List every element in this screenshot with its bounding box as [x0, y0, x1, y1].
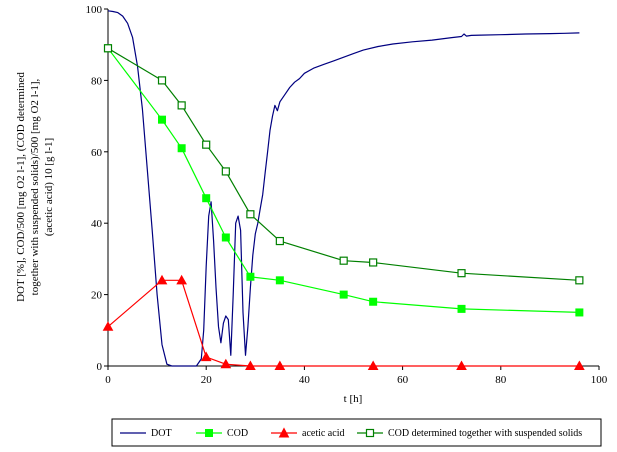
x-tick-label: 40: [299, 374, 311, 386]
legend-marker-acetic-acid: [278, 427, 290, 438]
plot-area: [108, 9, 599, 366]
point-cod: [339, 290, 348, 299]
point-acetic-acid: [367, 360, 379, 370]
legend-label-acetic-acid: acetic acid: [302, 428, 344, 439]
legend-box: [111, 418, 602, 447]
legend-item-acetic-acid: acetic acid: [271, 427, 344, 439]
y-tick-label: 0: [97, 361, 103, 373]
series-layer: [102, 10, 585, 370]
point-cod: [246, 272, 255, 281]
point-acetic-acid: [176, 274, 188, 285]
x-axis-title: t [h]: [344, 393, 363, 405]
point-cod: [575, 308, 584, 317]
legend-item-dot: DOT: [120, 428, 172, 439]
point-cod: [202, 194, 211, 203]
y-tick-label: 20: [91, 290, 103, 302]
point-cod-determined-together-with-suspended-solids: [177, 101, 186, 110]
point-acetic-acid: [574, 360, 585, 370]
point-cod: [158, 115, 167, 124]
point-acetic-acid: [245, 360, 256, 370]
point-cod: [457, 304, 466, 313]
y-tick-label: 100: [86, 4, 103, 16]
x-tick-label: 60: [397, 374, 409, 386]
point-cod-determined-together-with-suspended-solids: [202, 140, 211, 149]
legend-item-cod-suspended: COD determined together with suspended s…: [357, 428, 582, 439]
point-cod-determined-together-with-suspended-solids: [157, 76, 167, 85]
legend-label-cod: COD: [227, 428, 248, 439]
point-cod-determined-together-with-suspended-solids: [103, 44, 113, 53]
point-acetic-acid: [156, 274, 168, 285]
point-acetic-acid: [200, 351, 212, 362]
point-cod: [275, 276, 284, 285]
x-tick-label: 0: [105, 374, 111, 386]
legend-marker-cod-suspended: [365, 428, 375, 438]
point-acetic-acid: [102, 321, 114, 331]
point-cod: [369, 297, 378, 306]
y-axis-title: DOT [%], COD/500 [mg O2 l-1], (COD deter…: [15, 72, 55, 302]
point-acetic-acid: [274, 360, 286, 370]
point-cod-determined-together-with-suspended-solids: [575, 276, 584, 285]
series-cod-determined-together-with-suspended-solids: [103, 44, 584, 285]
y-axis-title-line-2: together with suspended solids)/500 [mg …: [29, 78, 41, 295]
legend-label-dot: DOT: [151, 428, 172, 439]
point-cod-determined-together-with-suspended-solids: [275, 236, 284, 246]
legend-item-cod: COD: [196, 428, 248, 439]
point-cod-determined-together-with-suspended-solids: [221, 167, 230, 176]
point-cod-determined-together-with-suspended-solids: [246, 210, 255, 219]
point-cod-determined-together-with-suspended-solids: [339, 256, 348, 265]
tick-labels: 0 20 40 60 80 100 0 20 40 60 80 100: [86, 4, 608, 386]
legend-label-cod-suspended: COD determined together with suspended s…: [388, 428, 582, 439]
x-tick-label: 80: [495, 374, 507, 386]
point-acetic-acid: [456, 360, 467, 370]
y-tick-label: 60: [91, 147, 103, 159]
y-axis-title-line-3: (acetic acid) 10 [g l-1]: [43, 138, 55, 236]
point-cod: [177, 144, 186, 153]
legend: DOT COD acetic acid COD determined toget…: [111, 418, 602, 447]
point-cod-determined-together-with-suspended-solids: [457, 269, 466, 278]
series-acetic-acid: [102, 274, 585, 370]
x-tick-label: 100: [591, 374, 608, 386]
series-dot: [107, 10, 580, 367]
legend-marker-cod: [205, 429, 213, 437]
y-tick-label: 40: [91, 218, 103, 230]
x-tick-label: 20: [201, 374, 213, 386]
point-cod-determined-together-with-suspended-solids: [369, 258, 378, 267]
point-acetic-acid: [220, 358, 232, 369]
point-cod: [221, 233, 230, 242]
y-axis-title-line-1: DOT [%], COD/500 [mg O2 l-1], (COD deter…: [15, 72, 27, 302]
y-tick-label: 80: [91, 75, 103, 87]
series-line-dot: [107, 10, 580, 367]
